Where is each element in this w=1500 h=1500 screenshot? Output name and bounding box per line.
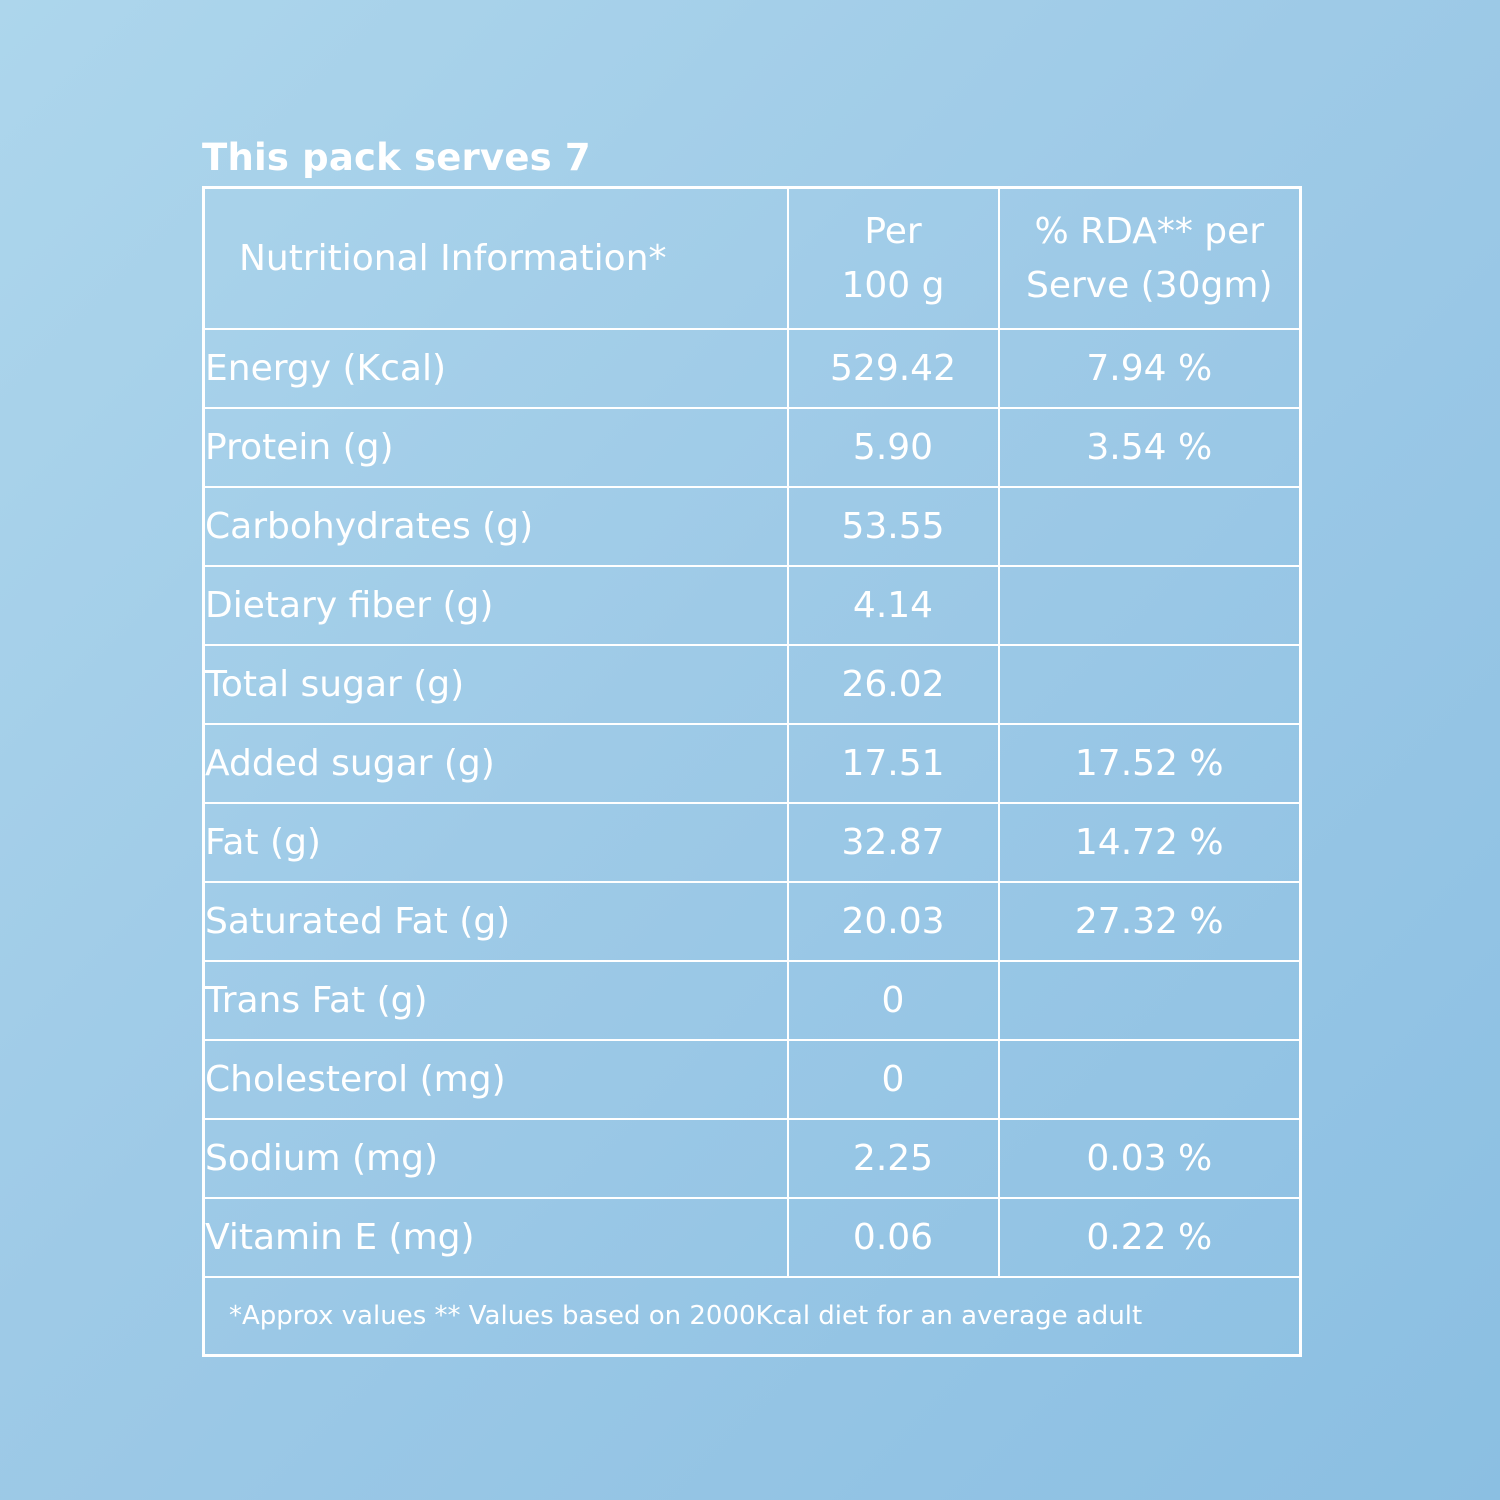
row-per100g-value: 0 bbox=[786, 1039, 1000, 1120]
nutrition-panel: This pack serves 7 Nutritional Informati… bbox=[202, 136, 1302, 1357]
row-label: Added sugar (g) bbox=[202, 723, 789, 804]
table-row: Fat (g) 32.87 14.72 % bbox=[202, 802, 1302, 883]
row-label: Fat (g) bbox=[202, 802, 789, 883]
row-per100g-value: 20.03 bbox=[786, 881, 1000, 962]
table-row: Vitamin E (mg) 0.06 0.22 % bbox=[202, 1197, 1302, 1278]
row-label: Vitamin E (mg) bbox=[202, 1197, 789, 1278]
header-col1-text: Nutritional Information* bbox=[239, 237, 667, 279]
header-per-100g: Per 100 g bbox=[786, 186, 1000, 330]
row-label: Protein (g) bbox=[202, 407, 789, 488]
header-col3-line1: % RDA** per bbox=[1034, 210, 1265, 252]
footnote: *Approx values ** Values based on 2000Kc… bbox=[202, 1276, 1302, 1357]
row-rda-value bbox=[997, 486, 1302, 567]
row-label: Cholesterol (mg) bbox=[202, 1039, 789, 1120]
row-per100g-value: 0 bbox=[786, 960, 1000, 1041]
row-rda-value: 7.94 % bbox=[997, 328, 1302, 409]
row-per100g-value: 26.02 bbox=[786, 644, 1000, 725]
row-rda-value bbox=[997, 960, 1302, 1041]
table-row: Dietary fiber (g) 4.14 bbox=[202, 565, 1302, 646]
row-per100g-value: 2.25 bbox=[786, 1118, 1000, 1199]
header-col2-line2: 100 g bbox=[841, 264, 945, 306]
table-row: Sodium (mg) 2.25 0.03 % bbox=[202, 1118, 1302, 1199]
table-row: Protein (g) 5.90 3.54 % bbox=[202, 407, 1302, 488]
row-label: Carbohydrates (g) bbox=[202, 486, 789, 567]
row-per100g-value: 32.87 bbox=[786, 802, 1000, 883]
row-rda-value: 17.52 % bbox=[997, 723, 1302, 804]
row-label: Total sugar (g) bbox=[202, 644, 789, 725]
row-label: Trans Fat (g) bbox=[202, 960, 789, 1041]
header-col2-line1: Per bbox=[864, 210, 922, 252]
row-label: Saturated Fat (g) bbox=[202, 881, 789, 962]
row-per100g-value: 17.51 bbox=[786, 723, 1000, 804]
table-header-row: Nutritional Information* Per 100 g % RDA… bbox=[202, 186, 1302, 330]
row-per100g-value: 0.06 bbox=[786, 1197, 1000, 1278]
row-rda-value: 0.22 % bbox=[997, 1197, 1302, 1278]
header-nutritional-information: Nutritional Information* bbox=[202, 186, 789, 330]
header-rda-per-serve: % RDA** per Serve (30gm) bbox=[997, 186, 1302, 330]
table-row: Carbohydrates (g) 53.55 bbox=[202, 486, 1302, 567]
table-row: Saturated Fat (g) 20.03 27.32 % bbox=[202, 881, 1302, 962]
table-row: Trans Fat (g) 0 bbox=[202, 960, 1302, 1041]
row-label: Sodium (mg) bbox=[202, 1118, 789, 1199]
row-rda-value: 3.54 % bbox=[997, 407, 1302, 488]
row-rda-value: 14.72 % bbox=[997, 802, 1302, 883]
table-row: Cholesterol (mg) 0 bbox=[202, 1039, 1302, 1120]
row-per100g-value: 529.42 bbox=[786, 328, 1000, 409]
row-rda-value bbox=[997, 644, 1302, 725]
row-rda-value bbox=[997, 1039, 1302, 1120]
row-rda-value bbox=[997, 565, 1302, 646]
table-row: Added sugar (g) 17.51 17.52 % bbox=[202, 723, 1302, 804]
row-rda-value: 0.03 % bbox=[997, 1118, 1302, 1199]
table-row: Energy (Kcal) 529.42 7.94 % bbox=[202, 328, 1302, 409]
row-per100g-value: 53.55 bbox=[786, 486, 1000, 567]
row-per100g-value: 5.90 bbox=[786, 407, 1000, 488]
row-label: Energy (Kcal) bbox=[202, 328, 789, 409]
nutrition-table: Nutritional Information* Per 100 g % RDA… bbox=[202, 186, 1302, 1357]
table-row: Total sugar (g) 26.02 bbox=[202, 644, 1302, 725]
footnote-row: *Approx values ** Values based on 2000Kc… bbox=[202, 1276, 1302, 1357]
row-rda-value: 27.32 % bbox=[997, 881, 1302, 962]
pack-serves-title: This pack serves 7 bbox=[202, 136, 591, 179]
row-per100g-value: 4.14 bbox=[786, 565, 1000, 646]
row-label: Dietary fiber (g) bbox=[202, 565, 789, 646]
header-col3-line2: Serve (30gm) bbox=[1025, 264, 1273, 306]
